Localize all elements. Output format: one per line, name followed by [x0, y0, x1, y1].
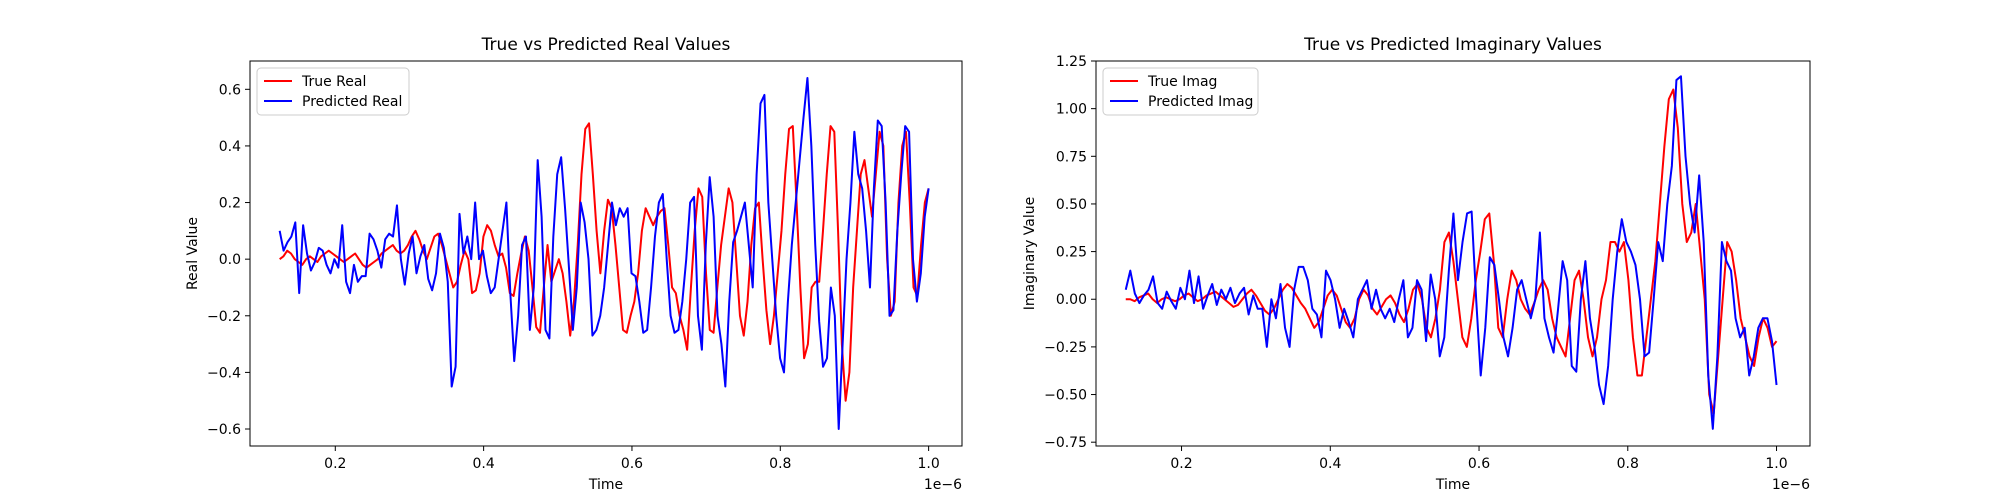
x-tick-label: 1.0 [1765, 456, 1787, 472]
chart-panel-1: 0.2 0.4 0.6 0.8 1.0 −0.6 −0.4 −0.2 0.0 0.2 0.4 0.6 T… [185, 35, 963, 493]
y-tick-label: 1.25 [1056, 54, 1087, 70]
y-axis-label: Imaginary Value [1022, 197, 1038, 311]
y-tick-label: 0.0 [219, 252, 241, 268]
y-tick-label: −0.2 [207, 309, 241, 325]
y-tick-label: 0.6 [219, 82, 241, 98]
legend: True Imag Predicted Imag [1102, 67, 1259, 116]
legend-box [256, 67, 410, 116]
y-tick-label: −0.4 [207, 365, 241, 381]
y-tick-label: −0.6 [207, 422, 241, 438]
chart-title: True vs Predicted Real Values [481, 35, 731, 55]
chart-title: True vs Predicted Imaginary Values [1303, 35, 1602, 55]
plot-frame [1095, 60, 1811, 447]
y-axis-label: Real Value [185, 217, 201, 290]
legend-entry-label: Predicted Real [302, 94, 402, 110]
x-axis-label: Time [588, 477, 623, 493]
y-tick-label: −0.25 [1044, 340, 1087, 356]
legend-entry-label: Predicted Imag [1148, 94, 1253, 110]
x-offset-label: 1e−6 [1772, 477, 1810, 493]
y-tick-label: 0.75 [1056, 149, 1087, 165]
chart-panel-2: 0.2 0.4 0.6 0.8 1.0 −0.75 −0.50 −0.25 0.00 0.25 0.… [1022, 35, 1811, 493]
legend-entry-label: True Real [301, 74, 366, 90]
series-line-predicted-imag [1124, 75, 1778, 430]
y-tick-label: −0.50 [1044, 388, 1087, 404]
x-tick-label: 0.4 [472, 456, 494, 472]
x-tick-label: 0.4 [1319, 456, 1341, 472]
x-tick-label: 0.2 [1170, 456, 1192, 472]
legend: True Real Predicted Real [256, 67, 410, 116]
x-offset-label: 1e−6 [924, 477, 962, 493]
plot-frame [249, 60, 963, 447]
x-tick-label: 0.6 [1468, 456, 1490, 472]
y-tick-label: 0.00 [1056, 292, 1087, 308]
legend-box [1102, 67, 1259, 116]
x-tick-label: 0.2 [324, 456, 346, 472]
y-tick-label: 0.50 [1056, 197, 1087, 213]
x-tick-label: 1.0 [917, 456, 939, 472]
series-line-true-real [279, 122, 930, 402]
y-tick-label: 0.2 [219, 196, 241, 212]
x-tick-label: 0.8 [1617, 456, 1639, 472]
y-tick-label: −0.75 [1044, 435, 1087, 451]
y-tick-label: 0.4 [219, 139, 241, 155]
x-tick-label: 0.8 [769, 456, 791, 472]
legend-entry-label: True Imag [1147, 74, 1217, 90]
series-line-predicted-real [278, 76, 930, 431]
x-tick-label: 0.6 [621, 456, 643, 472]
y-tick-label: 1.00 [1056, 102, 1087, 118]
y-tick-label: 0.25 [1056, 245, 1087, 261]
x-axis-label: Time [1435, 477, 1470, 493]
